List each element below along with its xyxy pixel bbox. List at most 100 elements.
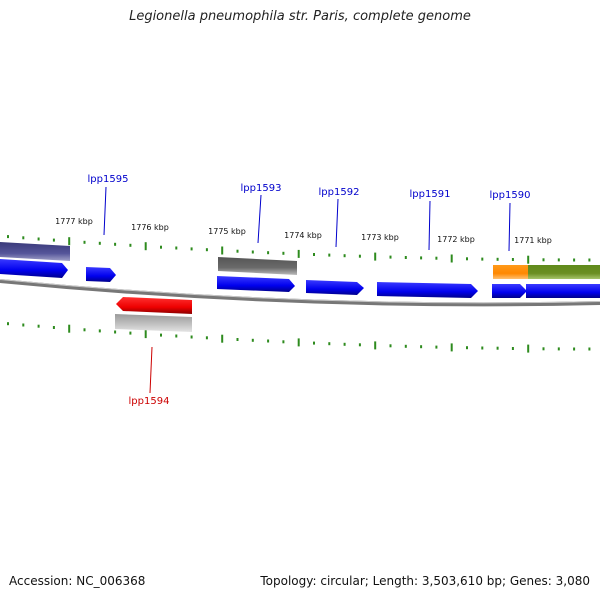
- minor-tick: [98, 329, 101, 333]
- minor-tick: [511, 347, 514, 350]
- minor-tick: [267, 251, 270, 255]
- leader-line-lpp1590: [508, 202, 511, 252]
- minor-tick: [7, 235, 9, 239]
- accession-text: Accession: NC_006368: [9, 574, 146, 588]
- minor-tick: [328, 253, 331, 257]
- leader-line-lpp1591: [428, 200, 431, 251]
- minor-tick: [542, 258, 545, 262]
- major-tick: [144, 330, 147, 339]
- minor-tick: [466, 346, 468, 350]
- scale-label: 1772 kbp: [437, 235, 475, 244]
- minor-tick: [343, 254, 346, 258]
- minor-tick: [22, 323, 25, 327]
- gene-arrow-lpp1594[interactable]: [116, 297, 192, 314]
- leader-line-lpp1594: [149, 346, 153, 394]
- genome-summary-text: Topology: circular; Length: 3,503,610 bp…: [260, 574, 590, 588]
- minor-tick: [435, 345, 438, 349]
- gene-label-lpp1591[interactable]: lpp1591: [410, 189, 451, 200]
- minor-tick: [7, 322, 9, 326]
- minor-tick: [358, 254, 361, 258]
- major-tick: [68, 237, 71, 246]
- minor-tick: [282, 251, 285, 255]
- gene-label-lpp1595[interactable]: lpp1595: [88, 174, 129, 185]
- minor-tick: [236, 249, 239, 253]
- minor-tick: [190, 335, 193, 339]
- leader-line-lpp1592: [335, 198, 339, 248]
- gene-arrow-lpp1595[interactable]: [86, 267, 116, 282]
- gene-arrow-left-edge[interactable]: [0, 259, 68, 278]
- major-tick: [450, 254, 453, 263]
- gene-arrow-lpp1590[interactable]: [492, 284, 527, 298]
- minor-tick: [160, 245, 162, 249]
- feature-bar-gray[interactable]: [218, 257, 297, 275]
- minor-tick: [389, 255, 392, 259]
- minor-tick: [588, 258, 591, 262]
- minor-tick: [313, 341, 315, 345]
- feature-bar-purple[interactable]: [0, 242, 70, 261]
- scale-label: 1774 kbp: [284, 231, 322, 240]
- minor-tick: [22, 236, 25, 240]
- genome-backbone-highlight: [0, 279, 600, 304]
- major-tick: [144, 242, 147, 251]
- gene-arrow-lpp1593[interactable]: [217, 276, 295, 292]
- gene-label-lpp1592[interactable]: lpp1592: [319, 187, 360, 198]
- minor-tick: [573, 347, 576, 351]
- minor-tick: [129, 331, 132, 335]
- minor-tick: [542, 347, 545, 351]
- minor-tick: [175, 246, 178, 250]
- gene-label-lpp1593[interactable]: lpp1593: [241, 183, 282, 194]
- minor-tick: [481, 346, 484, 350]
- minor-tick: [389, 344, 392, 348]
- scale-label: 1775 kbp: [208, 227, 246, 236]
- minor-tick: [420, 345, 423, 349]
- genome-title: Legionella pneumophila str. Paris, compl…: [129, 9, 471, 24]
- minor-tick: [52, 326, 55, 329]
- major-tick: [221, 246, 224, 255]
- minor-tick: [129, 243, 132, 247]
- minor-tick: [114, 330, 117, 334]
- major-tick: [374, 252, 377, 261]
- minor-tick: [404, 256, 407, 259]
- major-tick: [297, 249, 300, 258]
- scale-label: 1773 kbp: [361, 233, 399, 242]
- minor-tick: [190, 247, 193, 251]
- minor-tick: [481, 257, 484, 261]
- scale-label: 1771 kbp: [514, 236, 552, 245]
- feature-bar-light-gray[interactable]: [115, 314, 192, 332]
- minor-tick: [435, 256, 438, 260]
- major-tick: [221, 334, 224, 343]
- gene-arrow-right-edge[interactable]: [526, 284, 600, 298]
- minor-tick: [404, 344, 407, 348]
- minor-tick: [511, 258, 514, 261]
- scale-ticks-bottom: [7, 322, 591, 353]
- major-tick: [450, 343, 453, 352]
- leader-line-lpp1593: [257, 194, 262, 244]
- gene-label-lpp1594[interactable]: lpp1594: [129, 396, 170, 407]
- minor-tick: [205, 336, 208, 340]
- major-tick: [527, 255, 530, 264]
- gene-arrow-lpp1591[interactable]: [377, 282, 478, 298]
- minor-tick: [267, 339, 270, 343]
- feature-bar-olive[interactable]: [528, 265, 600, 279]
- minor-tick: [251, 250, 254, 254]
- gene-label-lpp1590[interactable]: lpp1590: [490, 190, 531, 201]
- minor-tick: [37, 237, 40, 241]
- minor-tick: [557, 347, 560, 351]
- minor-tick: [83, 240, 86, 244]
- minor-tick: [573, 258, 576, 262]
- scale-ticks-top: [7, 235, 591, 264]
- minor-tick: [251, 338, 254, 342]
- gene-arrow-lpp1592[interactable]: [306, 280, 364, 295]
- minor-tick: [313, 253, 315, 256]
- genome-backbone: [0, 279, 600, 307]
- major-tick: [297, 338, 300, 347]
- minor-tick: [466, 257, 468, 261]
- scale-label: 1776 kbp: [131, 223, 169, 232]
- minor-tick: [358, 343, 361, 347]
- scale-label: 1777 kbp: [55, 217, 93, 226]
- major-tick: [374, 341, 377, 350]
- minor-tick: [175, 334, 178, 338]
- feature-bar-orange[interactable]: [493, 265, 528, 279]
- minor-tick: [52, 238, 55, 242]
